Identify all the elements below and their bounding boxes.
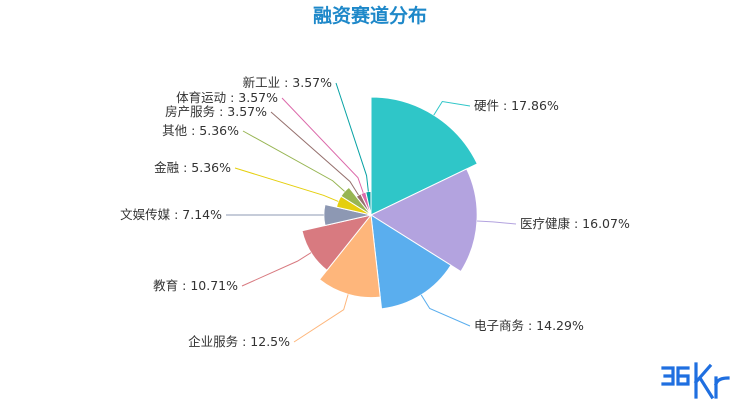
36kr-logo-mark bbox=[661, 362, 730, 400]
leader-line-11 bbox=[335, 82, 369, 192]
brand-logo bbox=[661, 362, 730, 400]
pie-slice-5 bbox=[301, 214, 373, 272]
leader-line-9 bbox=[270, 111, 359, 196]
slice-label-7: 金融 : 5.36% bbox=[154, 160, 231, 175]
leader-line-8 bbox=[242, 130, 345, 192]
slice-label-6: 文娱传媒 : 7.14% bbox=[120, 207, 222, 222]
slice-label-5: 教育 : 10.71% bbox=[153, 278, 238, 293]
leader-line-2 bbox=[476, 220, 517, 225]
slice-label-8: 其他 : 5.36% bbox=[162, 123, 239, 138]
label-leader-lines bbox=[226, 82, 517, 343]
slice-label-11: 新工业 : 3.57% bbox=[243, 75, 332, 90]
pie-slices bbox=[301, 96, 478, 310]
slice-label-3: 电子商务 : 14.29% bbox=[474, 318, 584, 333]
pie-slice-3 bbox=[370, 214, 452, 310]
slice-label-1: 硬件 : 17.86% bbox=[474, 98, 559, 113]
leader-line-3 bbox=[420, 294, 471, 327]
slice-label-2: 医疗健康 : 16.07% bbox=[520, 216, 630, 231]
leader-line-4 bbox=[293, 294, 349, 343]
slice-labels: 硬件 : 17.86% 医疗健康 : 16.07% 电子商务 : 14.29% 企业服… bbox=[120, 75, 630, 349]
pie-slice-2 bbox=[369, 168, 478, 273]
leader-line-1 bbox=[433, 100, 471, 116]
leader-line-10 bbox=[281, 97, 364, 193]
slice-label-9: 房产服务 : 3.57% bbox=[165, 104, 267, 119]
pie-slice-1 bbox=[370, 96, 478, 216]
chart-title: 融资赛道分布 bbox=[313, 4, 427, 27]
leader-line-5 bbox=[241, 252, 312, 287]
leader-line-7 bbox=[234, 167, 339, 202]
slice-label-4: 企业服务 : 12.5% bbox=[188, 334, 290, 349]
slice-label-10: 体育运动 : 3.57% bbox=[176, 90, 278, 105]
pie-slice-4 bbox=[318, 213, 381, 299]
